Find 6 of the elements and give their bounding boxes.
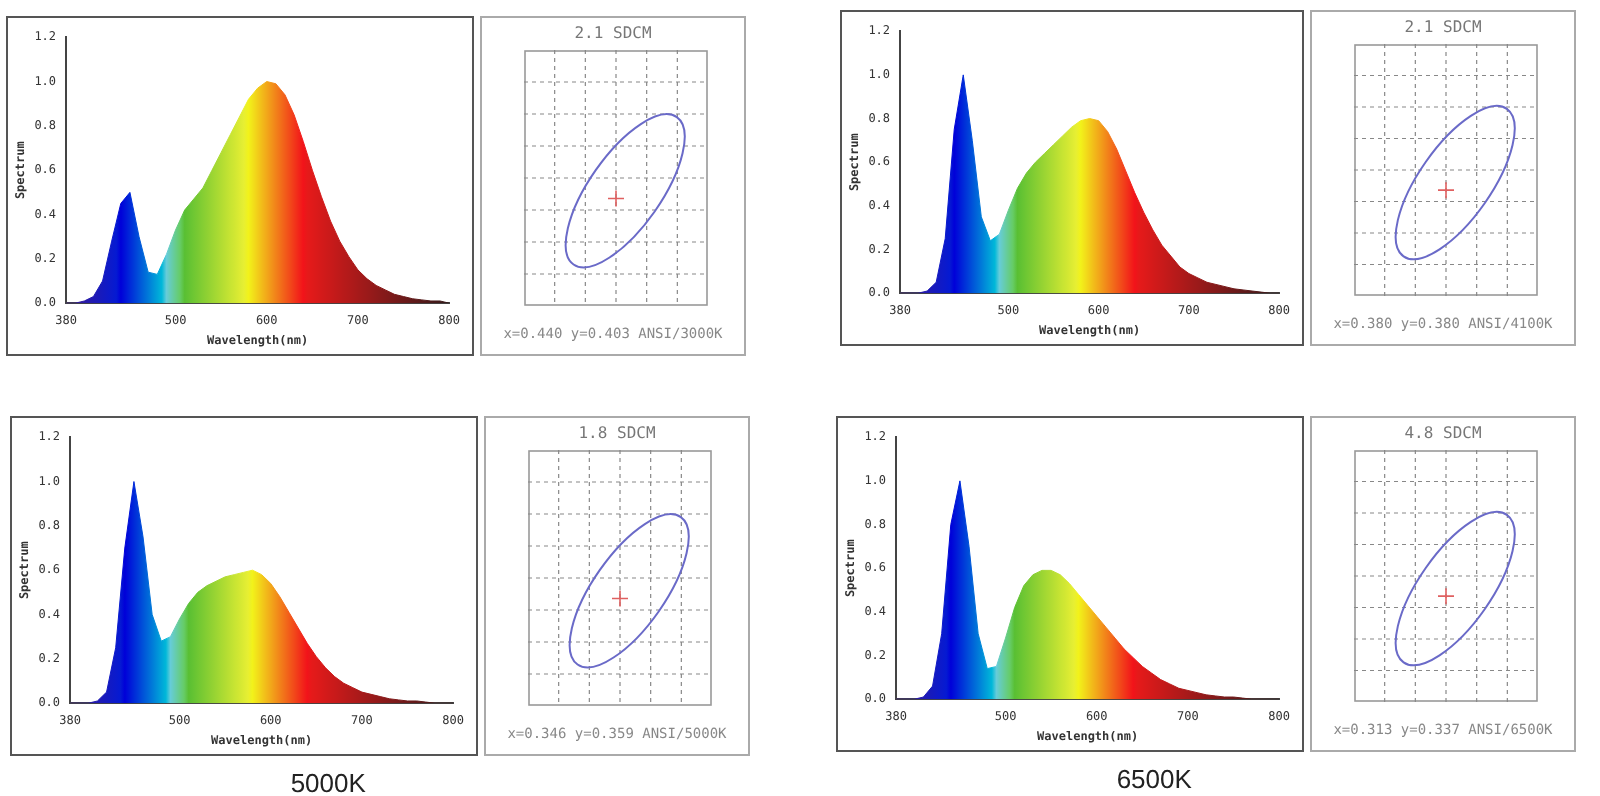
text: 4.8 SDCM — [1402, 424, 1484, 442]
text: 2.1 SDCM — [572, 24, 654, 42]
text: 2.1 SDCM — [1402, 18, 1484, 36]
text: 6500K — [1114, 764, 1194, 794]
text: 1.8 SDCM — [576, 424, 658, 442]
text: 5000K — [288, 768, 368, 796]
